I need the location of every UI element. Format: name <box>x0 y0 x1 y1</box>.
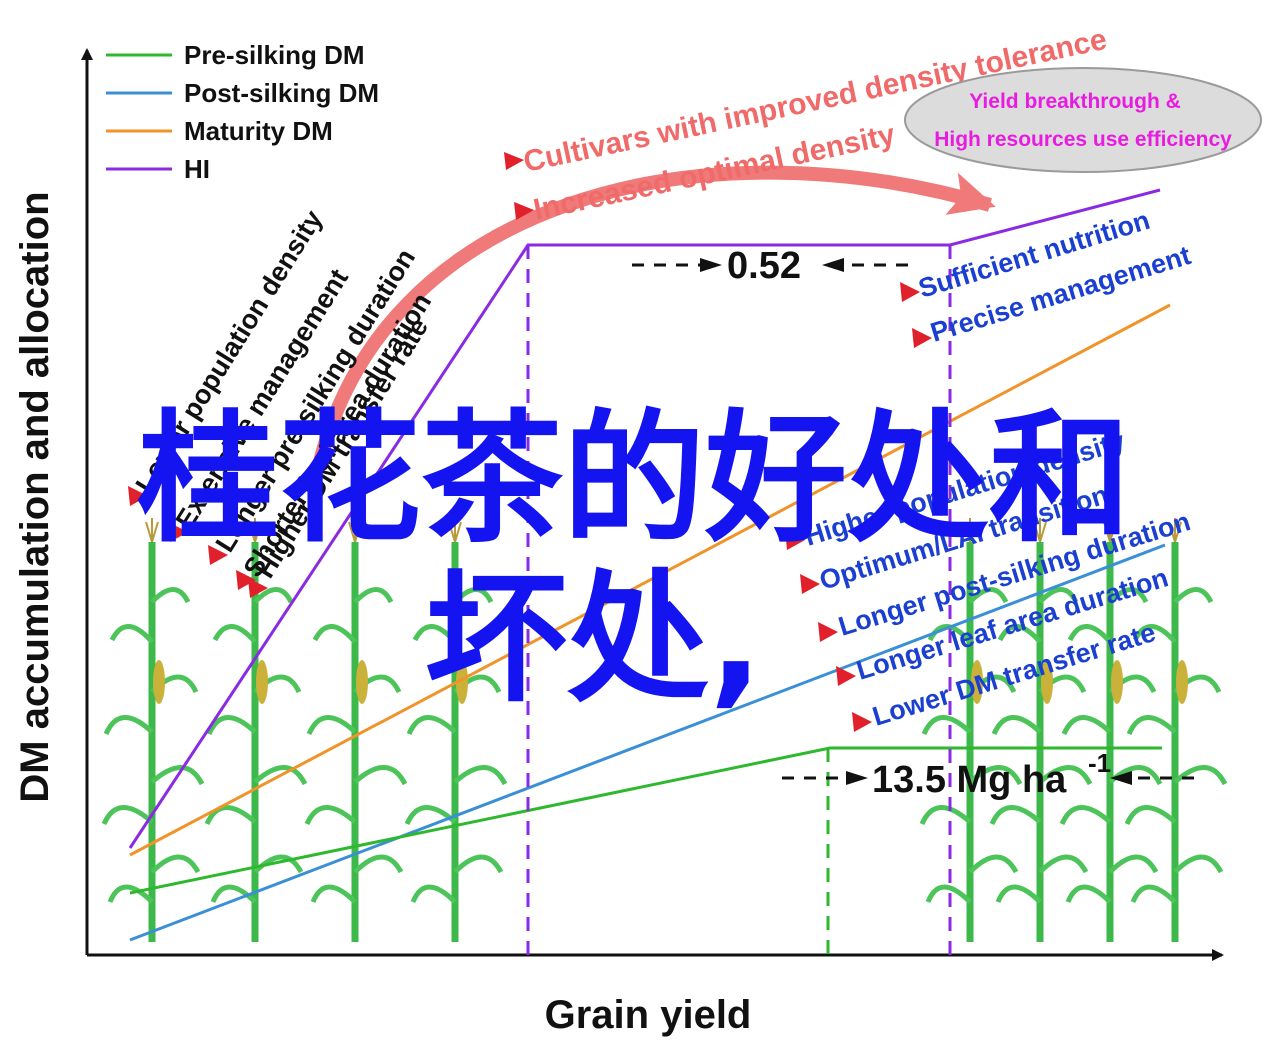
bullet-arrow-icon <box>208 545 228 565</box>
bullet-arrow-icon <box>128 486 148 506</box>
overlay-headline-line-1: 桂花茶的好处和 <box>137 397 1131 562</box>
post-silking-dm-line <box>129 543 1166 942</box>
y-axis-title: DM accumulation and allocation <box>13 191 57 802</box>
overlay-headline-line-2: 坏处, <box>425 557 763 722</box>
bullet-arrow-icon <box>248 578 268 598</box>
bullet-arrow-icon <box>818 622 838 642</box>
hi-line <box>128 188 1161 849</box>
bullet-arrow-icon <box>900 282 920 302</box>
hi-gap-indicator: 0.52 <box>632 245 908 287</box>
right-factors-top: Sufficient nutrition Precise management <box>900 205 1194 348</box>
legend-label-pre-silking: Pre-silking DM <box>184 40 365 70</box>
maturity-dm-line <box>129 303 1171 857</box>
improvement-arrow <box>311 165 996 472</box>
bullet-arrow-icon <box>504 152 524 170</box>
bullet-arrow-icon <box>912 328 932 348</box>
bullet-arrow-icon <box>168 522 188 542</box>
yield-breakthrough-badge: Yield breakthrough & High resources use … <box>904 67 1262 173</box>
x-axis-title: Grain yield <box>545 993 752 1037</box>
legend-label-post-silking: Post-silking DM <box>184 78 379 108</box>
legend-label-maturity: Maturity DM <box>184 116 333 146</box>
hi-gap-value: 0.52 <box>727 245 801 287</box>
bullet-arrow-icon <box>236 570 256 590</box>
yield-indicator: 13.5 Mg ha -1 <box>782 748 1196 801</box>
badge-line-2: High resources use efficiency <box>934 128 1232 151</box>
bullet-arrow-icon <box>852 712 872 732</box>
bullet-arrow-icon <box>800 574 820 594</box>
legend: Pre-silking DM Post-silking DM Maturity … <box>106 40 379 184</box>
yield-unit-exponent: -1 <box>1088 748 1111 778</box>
bullet-arrow-icon <box>785 530 805 550</box>
bullet-arrow-icon <box>514 202 534 220</box>
badge-line-1: Yield breakthrough & <box>969 90 1181 113</box>
bullet-arrow-icon <box>836 666 856 686</box>
yield-value: 13.5 Mg ha <box>872 759 1067 801</box>
legend-label-hi: HI <box>184 154 210 184</box>
overlay-headline: 桂花茶的好处和 坏处, <box>137 397 1131 722</box>
pre-silking-dm-line <box>129 746 1162 895</box>
